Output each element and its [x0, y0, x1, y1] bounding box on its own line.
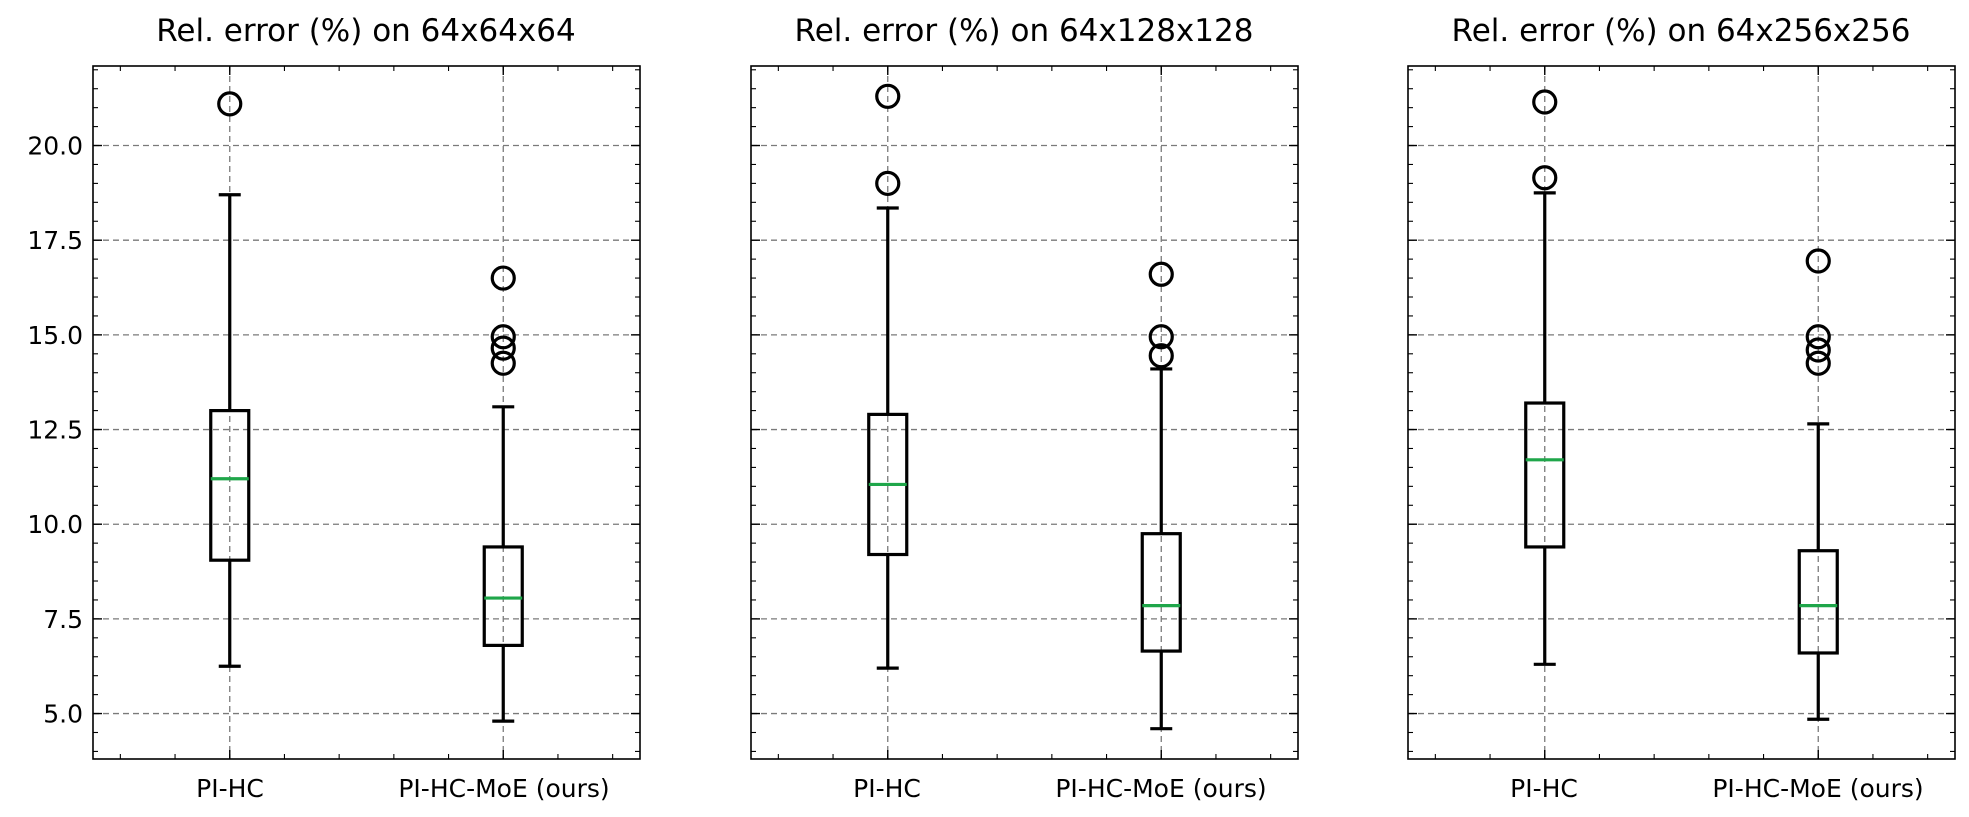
panel-title: Rel. error (%) on 64x256x256	[1452, 13, 1911, 49]
x-tick-label-pi-hc: PI-HC	[196, 774, 264, 803]
outlier-point	[1805, 324, 1831, 350]
box-iqr	[209, 409, 251, 562]
panel-64x256x256: Rel. error (%) on 64x256x256 PI-HC PI-HC…	[1407, 13, 1956, 803]
axes-frame	[1407, 65, 1956, 760]
panel-plot	[1407, 65, 1956, 760]
y-tick-label: 12.5	[27, 416, 83, 445]
outlier-point	[490, 324, 516, 350]
panel-plot	[750, 65, 1299, 760]
x-tick-label-pi-hc-moe: PI-HC-MoE (ours)	[1712, 774, 1923, 803]
box-iqr	[1524, 401, 1566, 549]
outlier-point	[1148, 324, 1174, 350]
panel-64x128x128: Rel. error (%) on 64x128x128 PI-HC PI-HC…	[750, 13, 1299, 803]
outlier-point	[490, 350, 516, 376]
y-tick-label: 15.0	[27, 321, 83, 350]
outlier-point	[490, 335, 516, 361]
panel-title: Rel. error (%) on 64x128x128	[795, 13, 1254, 49]
y-tick-label: 20.0	[27, 132, 83, 161]
x-tick-label-pi-hc-moe: PI-HC-MoE (ours)	[1055, 774, 1266, 803]
outlier-point	[490, 265, 516, 291]
x-tick-label-pi-hc-moe: PI-HC-MoE (ours)	[398, 774, 609, 803]
outlier-point	[1805, 350, 1831, 376]
panel-64x64x64: Rel. error (%) on 64x64x64 PI-HC PI-HC-M…	[27, 13, 641, 803]
outlier-point	[1532, 89, 1558, 115]
outlier-point	[1805, 337, 1831, 363]
axes-frame	[92, 65, 641, 760]
outlier-point	[217, 91, 243, 117]
box-iqr	[482, 545, 524, 647]
y-tick-label: 7.5	[43, 605, 83, 634]
outlier-point	[1532, 165, 1558, 191]
outlier-point	[1805, 248, 1831, 274]
outlier-point	[1148, 343, 1174, 369]
box-iqr	[1140, 532, 1182, 653]
y-tick-label: 10.0	[27, 510, 83, 539]
panel-plot: 5.0 7.5 10.0 12.5 15.0 17.5 20.0	[27, 65, 641, 760]
y-tick-label: 5.0	[43, 700, 83, 729]
panel-title: Rel. error (%) on 64x64x64	[156, 13, 575, 49]
box-iqr	[1797, 549, 1839, 655]
x-tick-label-pi-hc: PI-HC	[853, 774, 921, 803]
y-tick-label: 17.5	[27, 226, 83, 255]
axes-frame	[750, 65, 1299, 760]
outlier-point	[1148, 261, 1174, 287]
outlier-point	[875, 170, 901, 196]
x-tick-label-pi-hc: PI-HC	[1510, 774, 1578, 803]
outlier-point	[875, 83, 901, 109]
